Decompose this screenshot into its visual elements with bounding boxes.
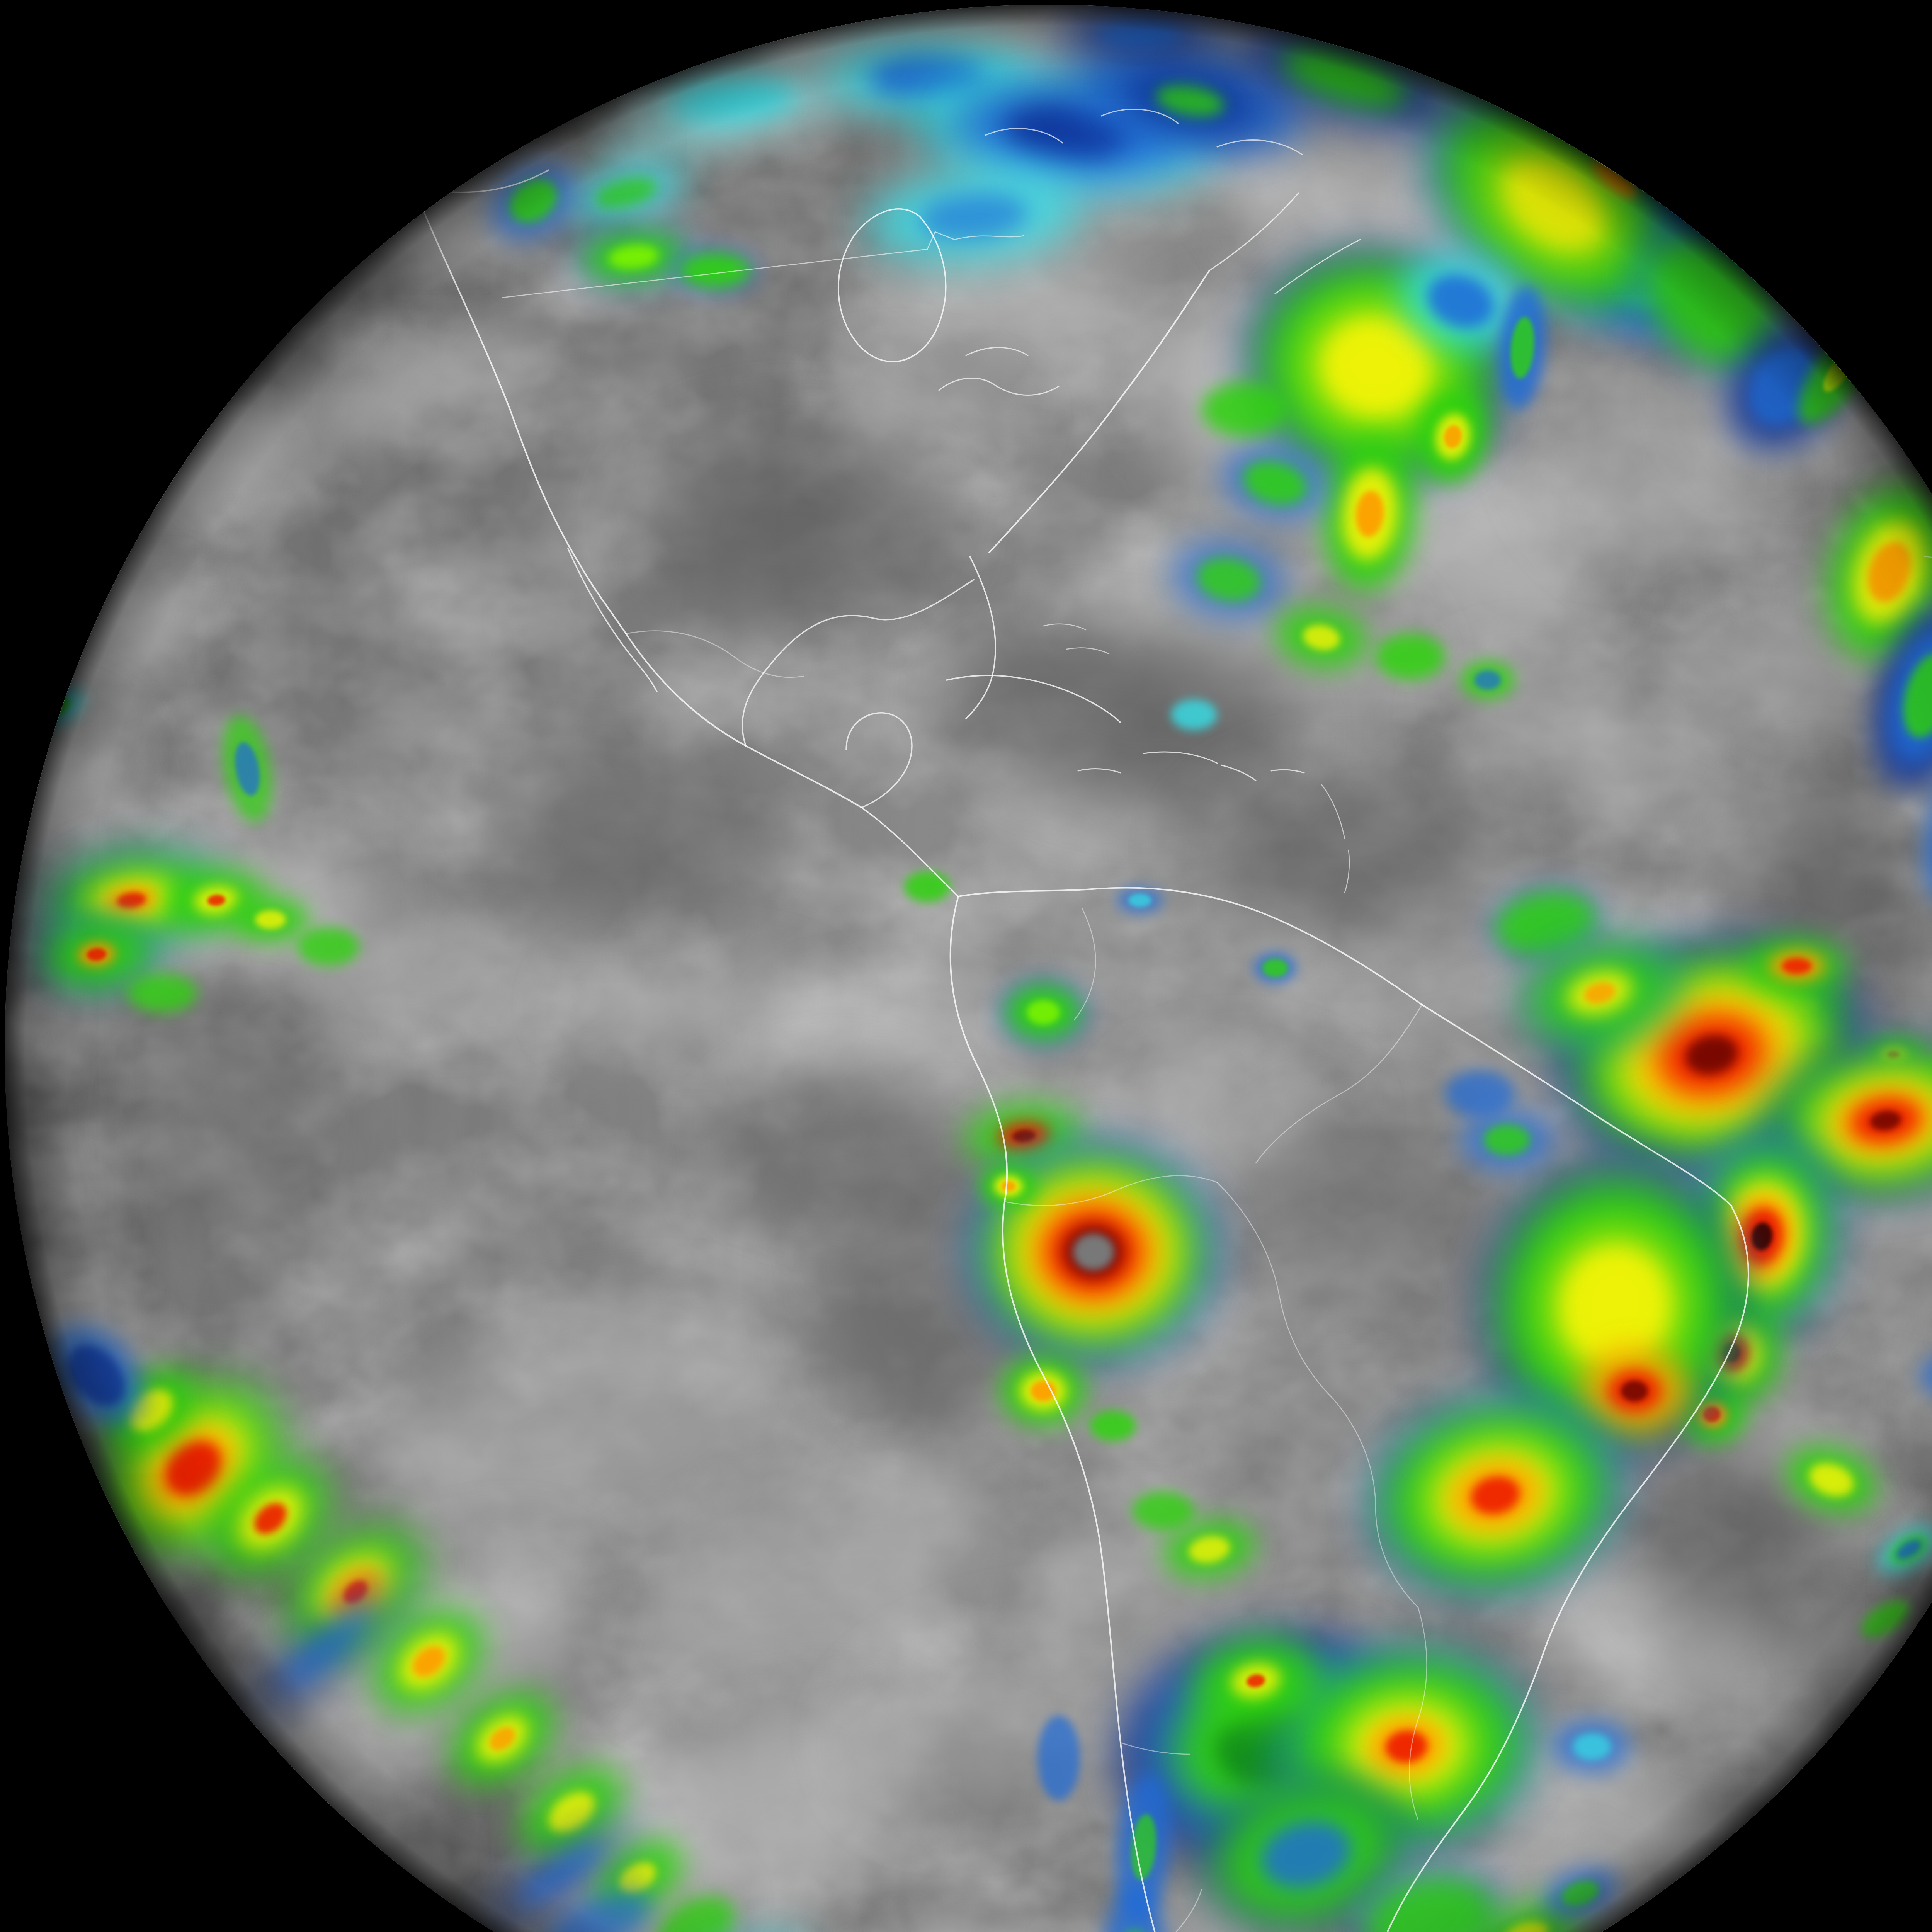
- space-background: [0, 0, 1932, 1932]
- fulldisk-satellite-image: [0, 0, 1932, 1932]
